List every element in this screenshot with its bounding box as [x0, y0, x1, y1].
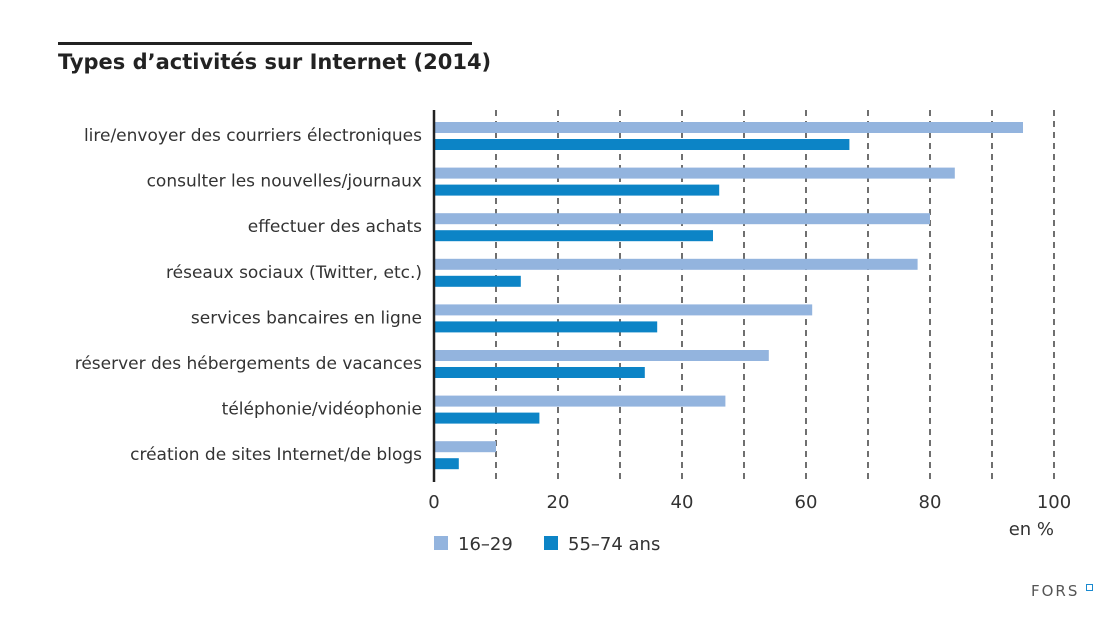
- bar-16-29: [434, 350, 769, 361]
- bar-16-29: [434, 441, 496, 453]
- bar-55-74: [434, 184, 720, 196]
- bar-16-29: [434, 213, 930, 225]
- bar-55-74: [434, 321, 658, 333]
- category-label: réseaux sociaux (Twitter, etc.): [166, 263, 422, 283]
- category-label: lire/envoyer des courriers électroniques: [84, 126, 422, 146]
- x-tick-label: 20: [547, 492, 570, 513]
- legend-swatch: [434, 536, 448, 550]
- bar-16-29: [434, 122, 1023, 133]
- bar-55-74: [434, 458, 459, 470]
- x-tick-label: 60: [795, 492, 818, 513]
- legend-label: 55–74 ans: [568, 534, 660, 555]
- chart-title: Types d’activités sur Internet (2014): [58, 50, 492, 74]
- x-tick-label: 0: [428, 492, 439, 513]
- legend-label: 16–29: [458, 534, 513, 555]
- bar-16-29: [434, 304, 813, 316]
- category-label: téléphonie/vidéophonie: [222, 400, 422, 420]
- category-label: réserver des hébergements de vacances: [75, 354, 422, 374]
- bar-55-74: [434, 275, 521, 287]
- legend-swatch: [544, 536, 558, 550]
- bar-55-74: [434, 230, 713, 242]
- title-rule: [58, 42, 472, 45]
- x-tick-label: 80: [919, 492, 942, 513]
- x-tick-label: 40: [671, 492, 694, 513]
- bar-55-74: [434, 367, 645, 378]
- category-label: services bancaires en ligne: [191, 308, 422, 328]
- fors-logo: FORS: [1031, 582, 1080, 600]
- category-label: consulter les nouvelles/journaux: [147, 172, 422, 192]
- bar-16-29: [434, 395, 726, 407]
- logo-square-icon: [1086, 584, 1093, 591]
- category-label: effectuer des achats: [248, 217, 422, 237]
- x-axis-label: en %: [1009, 519, 1054, 540]
- bar-16-29: [434, 258, 918, 270]
- category-label: création de sites Internet/de blogs: [130, 445, 422, 465]
- bar-55-74: [434, 139, 850, 150]
- x-tick-label: 100: [1037, 492, 1071, 513]
- bar-16-29: [434, 167, 955, 179]
- bar-55-74: [434, 412, 540, 424]
